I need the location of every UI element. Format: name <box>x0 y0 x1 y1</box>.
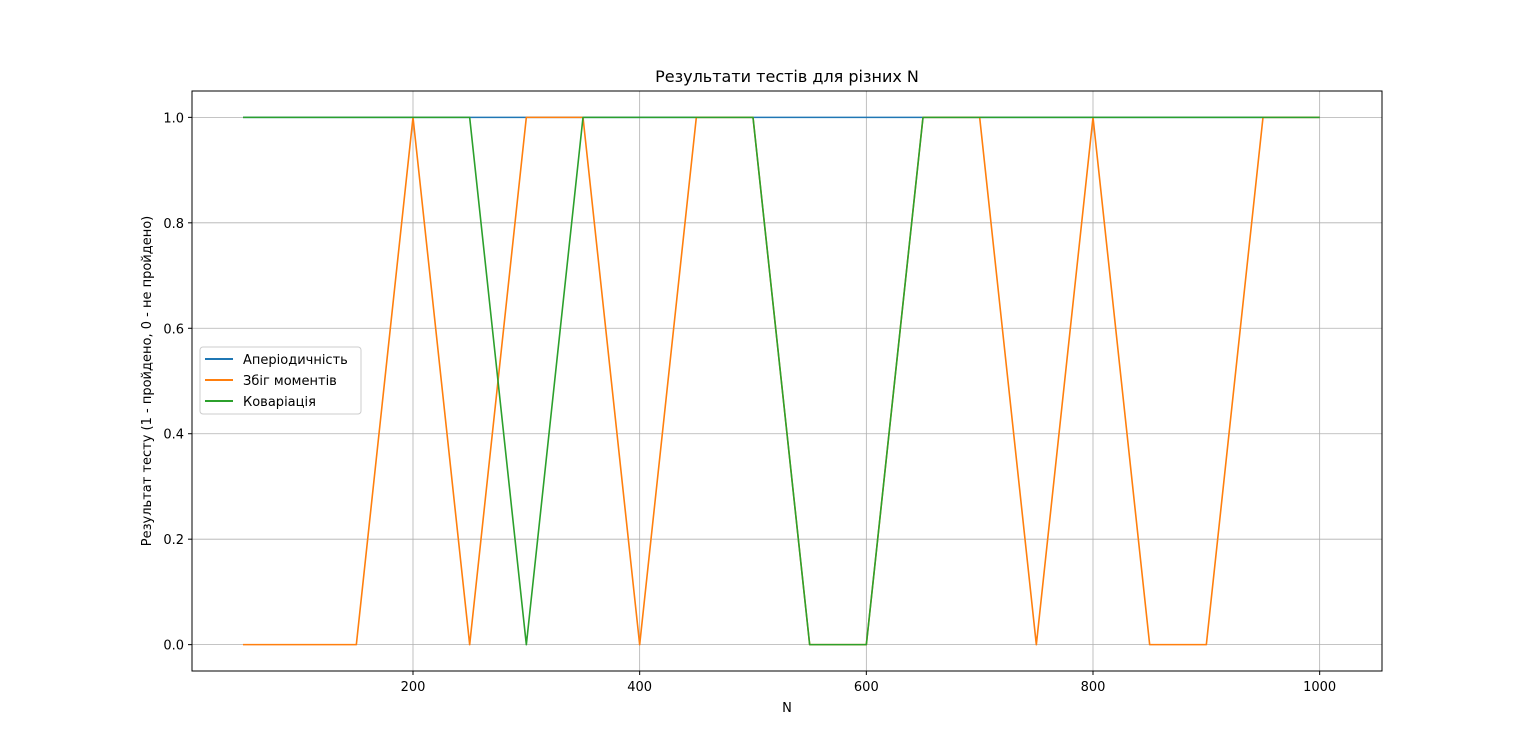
y-tick-label: 0.0 <box>163 639 184 654</box>
x-tick-label: 200 <box>401 680 426 695</box>
series-line-covariance <box>243 116 1320 646</box>
x-tick-label: 800 <box>1081 680 1106 695</box>
x-axis-label: N <box>782 701 792 716</box>
y-tick-label: 0.2 <box>163 533 184 548</box>
y-ticks: 0.0 0.2 0.4 0.6 0.8 1.0 <box>163 111 192 654</box>
x-tick-label: 1000 <box>1303 680 1336 695</box>
chart-title: Результати тестів для різних N <box>655 67 919 86</box>
x-ticks: 200 400 600 800 1000 <box>401 671 1336 695</box>
series-lines <box>243 116 1320 646</box>
grid <box>192 91 1382 671</box>
legend-label-aperiodicity: Аперіодичність <box>243 353 348 368</box>
legend-box <box>199 346 362 415</box>
legend-label-covariance: Коваріація <box>243 395 316 410</box>
legend: Аперіодичність Збіг моментів Коваріація <box>199 346 362 415</box>
x-tick-label: 400 <box>627 680 652 695</box>
y-tick-label: 0.4 <box>163 428 184 443</box>
x-tick-label: 600 <box>854 680 879 695</box>
y-tick-label: 1.0 <box>163 111 184 126</box>
y-tick-label: 0.6 <box>163 322 184 337</box>
y-tick-label: 0.8 <box>163 217 184 232</box>
plot-frame <box>191 90 1383 672</box>
legend-label-moments: Збіг моментів <box>243 374 337 389</box>
y-axis-label: Результат тесту (1 - пройдено, 0 - не пр… <box>140 216 155 546</box>
